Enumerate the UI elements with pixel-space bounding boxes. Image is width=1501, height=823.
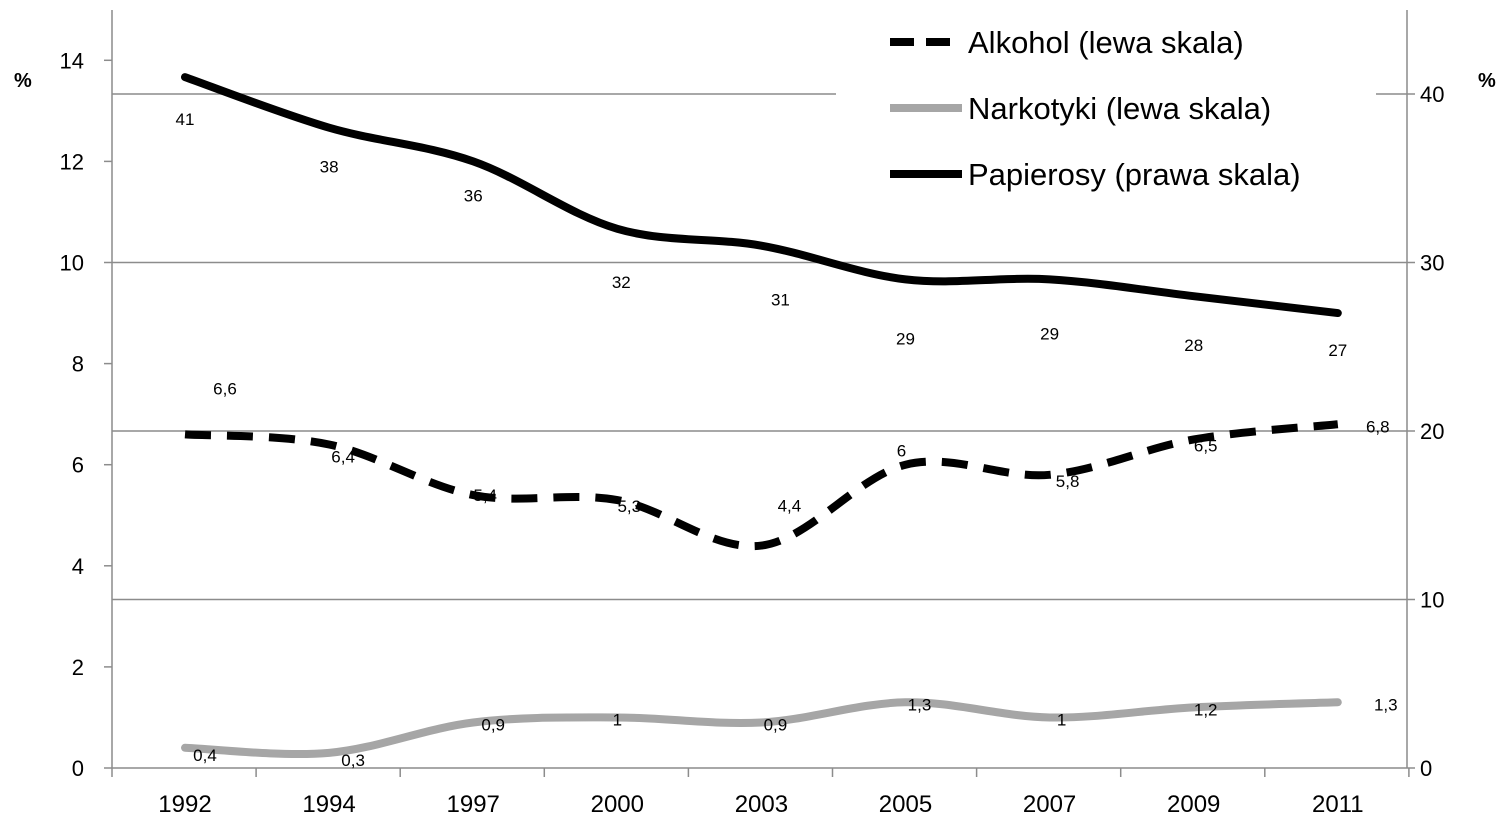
legend: Alkohol (lewa skala) Narkotyki (lewa skal…: [836, 14, 1376, 204]
data-label: 1: [1057, 710, 1066, 729]
legend-label: Narkotyki (lewa skala): [968, 91, 1271, 126]
right-axis-unit: %: [1478, 70, 1496, 92]
data-label: 5,4: [473, 486, 497, 505]
data-label: 41: [176, 110, 195, 129]
data-label: 6,8: [1366, 417, 1390, 436]
series-line-alkohol: [184, 420, 1339, 551]
data-label: 6,5: [1194, 436, 1218, 455]
data-label: 28: [1184, 336, 1203, 355]
data-label: 5,3: [617, 497, 641, 516]
data-label: 1: [613, 710, 622, 729]
left-tick-label: 4: [72, 554, 84, 579]
data-label: 0,9: [481, 716, 505, 735]
data-labels: 6,6 6,4 5,4 5,3 4,4 6 5,8 6,5 6,8 0,4 0,3 0,9 1 0,9 1,…: [176, 110, 1398, 770]
legend-label: Papierosy (prawa skala): [968, 157, 1301, 192]
data-label: 4,4: [778, 497, 802, 516]
series-line-narkotyki: [181, 698, 1342, 758]
x-tick-label: 2003: [735, 791, 788, 818]
data-label: 1,3: [1374, 695, 1398, 714]
data-label: 6: [897, 442, 906, 461]
left-tick-label: 6: [72, 453, 84, 478]
data-label: 27: [1328, 341, 1347, 360]
data-label: 6,6: [213, 379, 237, 398]
data-label: 5,8: [1056, 472, 1080, 491]
data-label: 0,3: [341, 751, 365, 770]
x-tick-label: 2000: [591, 791, 644, 818]
data-label: 31: [771, 291, 790, 310]
left-tick-label: 14: [60, 48, 84, 73]
x-tick-label: 2009: [1167, 791, 1220, 818]
data-label: 29: [1040, 324, 1059, 343]
right-tick-label: 0: [1420, 756, 1432, 781]
data-label: 38: [320, 158, 339, 177]
right-tick-label: 30: [1420, 251, 1444, 276]
data-label: 36: [464, 186, 483, 205]
right-tick-label: 10: [1420, 588, 1444, 613]
data-label: 1,3: [908, 695, 932, 714]
right-tick-label: 20: [1420, 419, 1444, 444]
x-tick-label: 2005: [879, 791, 932, 818]
x-tick-label: 1992: [158, 791, 211, 818]
data-label: 6,4: [331, 447, 355, 466]
series-lines: [181, 73, 1342, 758]
data-label: 29: [896, 329, 915, 348]
x-tick-label: 2007: [1023, 791, 1076, 818]
x-tick-label: 2011: [1312, 791, 1364, 818]
left-tick-label: 2: [72, 655, 84, 680]
data-label: 1,2: [1194, 700, 1218, 719]
data-label: 0,9: [764, 716, 788, 735]
x-tick-label: 1994: [302, 791, 355, 818]
data-label: 0,4: [193, 746, 217, 765]
x-tick-label: 1997: [447, 791, 500, 818]
left-tick-label: 12: [60, 149, 84, 174]
axes: 0 2 4 6 8 10 12 14 0 10 20 30 40% % 1992 1994 1997 2000 20…: [14, 10, 1496, 818]
left-tick-label: 10: [60, 251, 84, 276]
data-label: 32: [612, 273, 631, 292]
right-tick-label: 40: [1420, 82, 1444, 107]
left-axis-unit: %: [14, 70, 32, 92]
left-tick-label: 0: [72, 756, 84, 781]
left-tick-label: 8: [72, 352, 84, 377]
legend-label: Alkohol (lewa skala): [968, 25, 1244, 60]
series-line-papierosy: [181, 73, 1342, 318]
